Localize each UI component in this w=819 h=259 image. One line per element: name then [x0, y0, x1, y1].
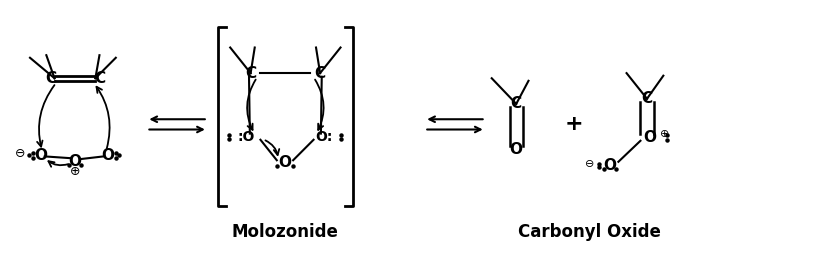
- Text: O: O: [603, 158, 616, 173]
- Text: Carbonyl Oxide: Carbonyl Oxide: [518, 223, 660, 241]
- Text: ⊖: ⊖: [15, 147, 25, 160]
- Text: O: O: [278, 155, 291, 170]
- FancyArrowPatch shape: [247, 80, 256, 130]
- Text: Molozonide: Molozonide: [231, 223, 338, 241]
- FancyArrowPatch shape: [314, 80, 324, 130]
- Text: O: O: [101, 148, 114, 163]
- Text: ⊕: ⊕: [659, 129, 669, 139]
- Text: O: O: [642, 130, 655, 145]
- Text: C: C: [510, 96, 521, 111]
- Text: C: C: [314, 66, 325, 81]
- Text: +: +: [563, 114, 582, 134]
- Text: ⊕: ⊕: [70, 165, 80, 178]
- FancyArrowPatch shape: [48, 161, 68, 167]
- Text: C: C: [45, 71, 56, 86]
- Text: O: O: [68, 154, 81, 169]
- Text: C: C: [245, 66, 256, 81]
- Text: O:: O:: [315, 130, 333, 144]
- Text: O: O: [509, 142, 522, 157]
- Text: :O: :O: [238, 130, 255, 144]
- FancyArrowPatch shape: [37, 85, 54, 147]
- Text: C: C: [94, 71, 105, 86]
- Text: C: C: [640, 91, 652, 106]
- Text: ⊖: ⊖: [585, 159, 594, 169]
- Text: O: O: [34, 148, 47, 163]
- FancyArrowPatch shape: [97, 87, 110, 149]
- FancyArrowPatch shape: [265, 140, 279, 155]
